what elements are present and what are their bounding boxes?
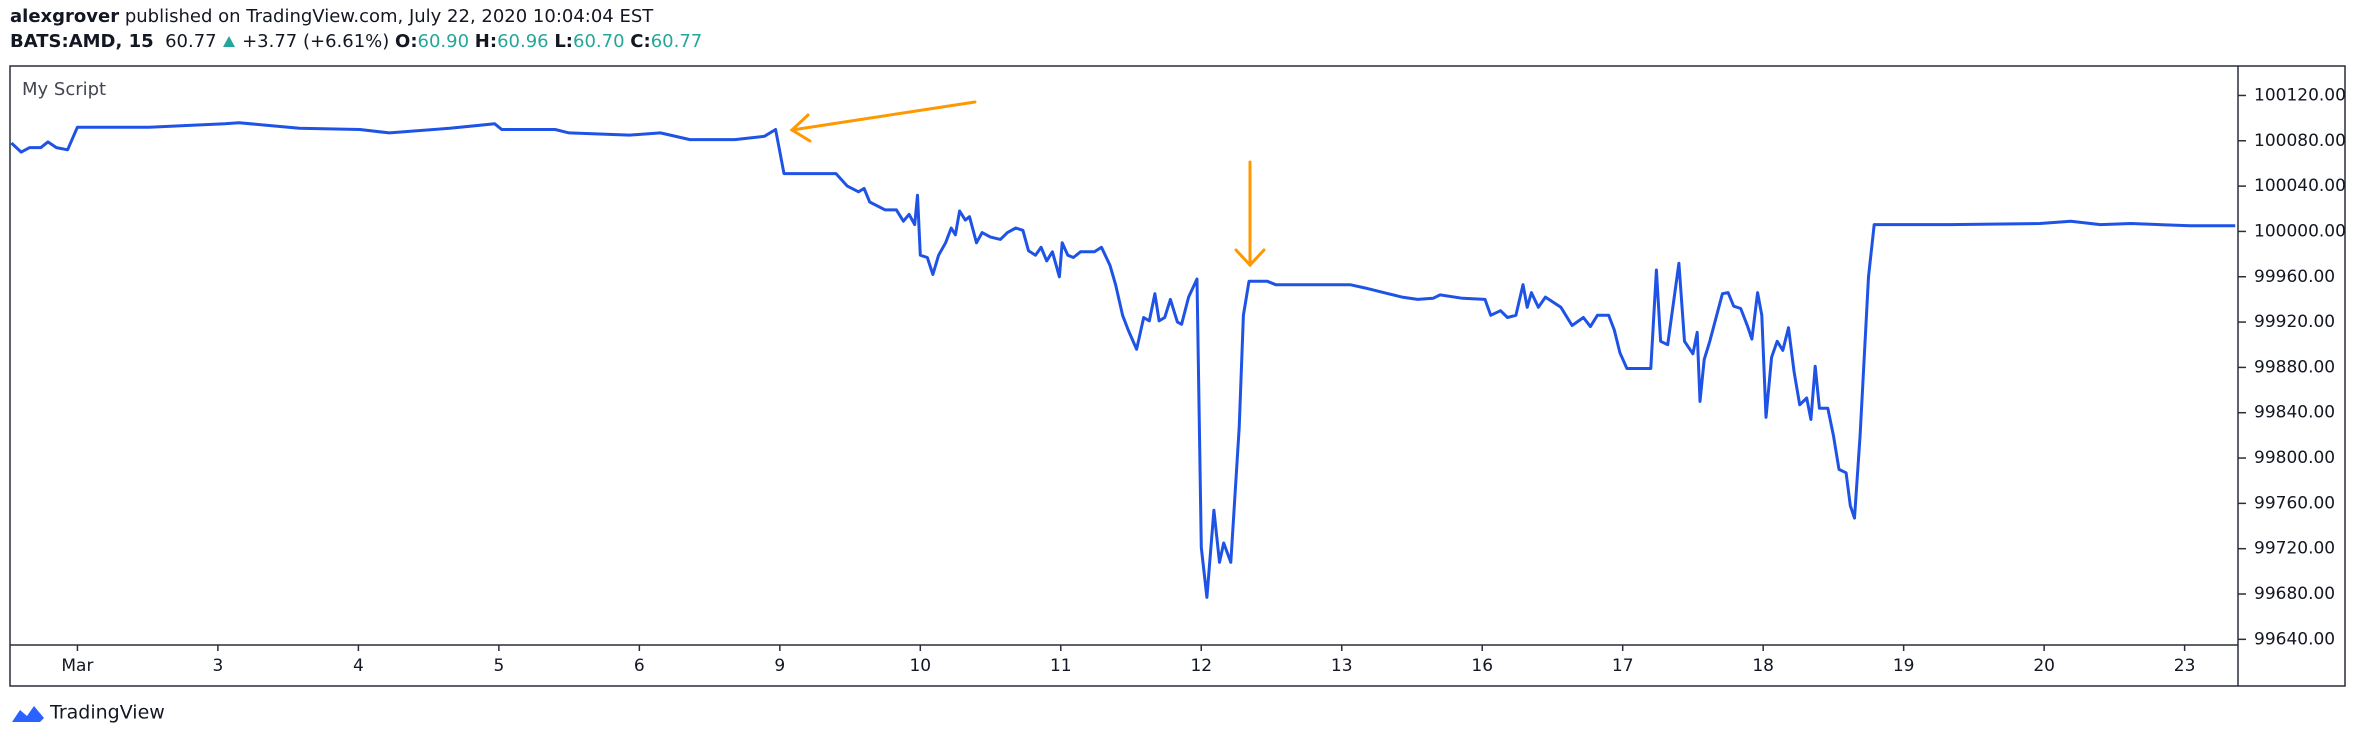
publish-line: alexgrover published on TradingView.com,…	[10, 4, 702, 29]
x-tick-label: 9	[774, 656, 785, 676]
annotation-arrow	[789, 100, 977, 143]
legend-label: My Script	[22, 79, 106, 100]
x-tick-label: 11	[1050, 656, 1072, 676]
published: published on TradingView.com, July 22, 2…	[124, 6, 654, 27]
x-tick-label: 5	[493, 656, 504, 676]
x-tick-label: 17	[1612, 656, 1634, 676]
quote-line: BATS:AMD, 15 60.77 +3.77 (+6.61%) O:60.9…	[10, 29, 702, 54]
ohlc-value: 60.70	[573, 31, 625, 52]
x-tick-label: 10	[909, 656, 931, 676]
x-tick-label: 23	[2174, 656, 2196, 676]
y-tick-label: 100080.00	[2254, 131, 2346, 151]
brand-name: TradingView	[49, 702, 165, 724]
y-tick-label: 99680.00	[2254, 584, 2335, 604]
x-tick-label: 13	[1331, 656, 1353, 676]
y-tick-label: 99800.00	[2254, 448, 2335, 468]
up-icon	[223, 36, 236, 47]
y-tick-label: 99960.00	[2254, 267, 2335, 287]
annotation-arrow	[1234, 160, 1266, 268]
x-tick-label: 20	[2033, 656, 2055, 676]
x-tick-label: 19	[1893, 656, 1915, 676]
chart-frame	[9, 65, 2346, 687]
y-tick-label: 99880.00	[2254, 357, 2335, 377]
ohlc-value: 60.90	[417, 31, 470, 52]
x-tick-label: 18	[1752, 656, 1774, 676]
x-tick-label: 4	[353, 656, 364, 676]
ohlc-label: H:	[474, 31, 498, 52]
x-tick-label: Mar	[61, 656, 93, 676]
y-tick-label: 99720.00	[2254, 539, 2335, 559]
y-tick-label: 99760.00	[2254, 493, 2335, 513]
ohlc-label: O:	[395, 31, 418, 52]
line-series	[10, 121, 2236, 599]
x-tick-label: 16	[1471, 656, 1493, 676]
ohlc-label: L:	[554, 31, 573, 52]
brand-logo	[12, 706, 44, 722]
header: alexgrover published on TradingView.com,…	[10, 4, 702, 54]
ohlc-value: 60.77	[650, 31, 703, 52]
symbol: BATS:AMD, 15	[10, 31, 154, 52]
y-tick-label: 100000.00	[2254, 221, 2346, 241]
brand: TradingView	[12, 702, 165, 724]
y-tick-label: 99640.00	[2254, 629, 2335, 649]
y-tick-label: 100120.00	[2254, 85, 2346, 105]
ohlc-value: 60.96	[497, 31, 549, 52]
x-tick-label: 3	[212, 656, 223, 676]
x-tick-label: 6	[634, 656, 645, 676]
change: +3.77 (+6.61%)	[242, 31, 390, 52]
ohlc-label: C:	[630, 31, 651, 52]
last: 60.77	[165, 31, 217, 52]
author: alexgrover	[10, 6, 120, 27]
x-tick-label: 12	[1190, 656, 1212, 676]
y-tick-label: 100040.00	[2254, 176, 2346, 196]
y-tick-label: 99840.00	[2254, 403, 2335, 423]
y-tick-label: 99920.00	[2254, 312, 2335, 332]
